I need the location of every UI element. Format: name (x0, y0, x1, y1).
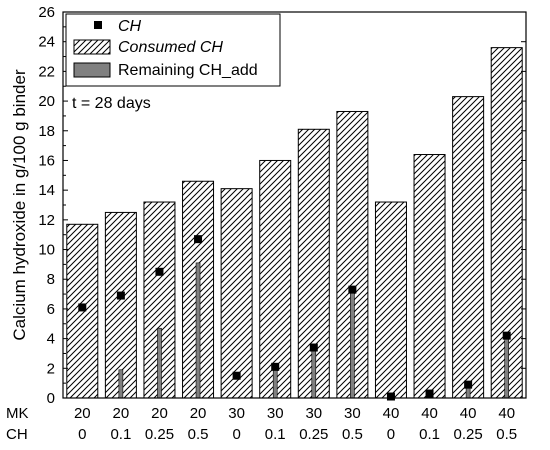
y-tick-label: 12 (38, 212, 55, 229)
x-tick-label-ch: 0.1 (419, 426, 440, 443)
x-tick-label-mk: 20 (151, 405, 168, 422)
x-tick-label-ch: 0 (387, 426, 395, 443)
consumed-ch-bar (413, 154, 446, 399)
row-label-mk: MK (6, 405, 29, 422)
x-tick-label-mk: 40 (421, 405, 438, 422)
x-tick-label-ch: 0.25 (145, 426, 174, 443)
y-tick-label: 0 (47, 390, 55, 407)
x-tick-label-mk: 40 (498, 405, 515, 422)
remaining-ch-bar (465, 387, 471, 399)
remaining-ch-bar (272, 369, 278, 399)
y-tick-label: 22 (38, 63, 55, 80)
y-tick-label: 16 (38, 152, 55, 169)
x-tick-label-ch: 0.25 (299, 426, 328, 443)
x-tick-label-ch: 0.5 (496, 426, 517, 443)
y-tick-label: 2 (47, 360, 55, 377)
y-tick-label: 18 (38, 123, 55, 140)
ch-marker (232, 371, 241, 380)
y-tick-label: 14 (38, 182, 55, 199)
legend-consumed-label: Consumed CH (118, 39, 223, 56)
x-tick-label-mk: 30 (267, 405, 284, 422)
x-tick-label-mk: 20 (113, 405, 130, 422)
x-tick-label-mk: 30 (228, 405, 245, 422)
consumed-ch-bar (374, 201, 407, 399)
x-tick-label-mk: 40 (383, 405, 400, 422)
ch-marker (464, 380, 473, 389)
remaining-ch-bar (195, 262, 201, 399)
y-tick-label: 20 (38, 93, 55, 110)
ch-marker (425, 389, 434, 398)
y-tick-label: 24 (38, 34, 55, 51)
x-tick-label-ch: 0.5 (342, 426, 363, 443)
remaining-ch-bar (504, 335, 510, 399)
y-tick-label: 4 (47, 331, 55, 348)
y-tick-label: 8 (47, 271, 55, 288)
legend-remaining-swatch (73, 62, 111, 78)
x-tick-label-mk: 30 (344, 405, 361, 422)
ch-marker (271, 362, 280, 371)
ch-marker (116, 291, 125, 300)
remaining-ch-bar (118, 369, 124, 399)
ch-marker (348, 285, 357, 294)
remaining-ch-bar (350, 287, 355, 399)
consumed-ch-bar (220, 188, 253, 399)
x-tick-label-mk: 20 (74, 405, 91, 422)
ch-marker (502, 331, 511, 340)
y-tick-label: 6 (47, 301, 55, 318)
x-tick-label-ch: 0.25 (454, 426, 483, 443)
ch-marker (386, 392, 395, 401)
x-tick-label-ch: 0.5 (188, 426, 209, 443)
legend: CH Consumed CH Remaining CH_add (65, 13, 281, 87)
remaining-ch-bar (311, 345, 317, 399)
x-tick-label-ch: 0 (232, 426, 240, 443)
legend-ch-swatch (94, 21, 102, 29)
y-axis-label: Calcium hydroxide in g/100 g binder (10, 69, 29, 341)
consumed-ch-bar (104, 211, 137, 399)
x-tick-label-ch: 0.1 (110, 426, 131, 443)
consumed-ch-bar (259, 159, 292, 399)
ch-markers (78, 235, 511, 401)
row-label-ch: CH (6, 426, 28, 443)
ch-marker (194, 235, 203, 244)
x-tick-label-mk: 30 (305, 405, 322, 422)
consumed-ch-bars (66, 47, 523, 399)
x-tick-label-mk: 40 (460, 405, 477, 422)
x-tick-label-ch: 0 (78, 426, 86, 443)
y-tick-label: 10 (38, 242, 55, 259)
ch-marker (155, 267, 164, 276)
x-tick-label-mk: 20 (190, 405, 207, 422)
legend-ch-label: CH (118, 18, 142, 35)
legend-consumed-swatch (73, 39, 111, 55)
x-axis-category-labels: MK CH 20 0 20 0.1 20 0.25 20 0.5 30 0 30 0.1 30 0.25 30 0… (6, 405, 517, 443)
consumed-ch-bar (452, 96, 485, 399)
time-annotation: t = 28 days (72, 95, 151, 112)
legend-remaining-label: Remaining CH_add (118, 62, 258, 79)
consumed-ch-bar (143, 201, 176, 399)
remaining-ch-bar (157, 327, 162, 399)
y-tick-label: 26 (38, 4, 55, 21)
ch-marker (78, 303, 87, 312)
ch-marker (309, 343, 318, 352)
x-tick-label-ch: 0.1 (265, 426, 286, 443)
